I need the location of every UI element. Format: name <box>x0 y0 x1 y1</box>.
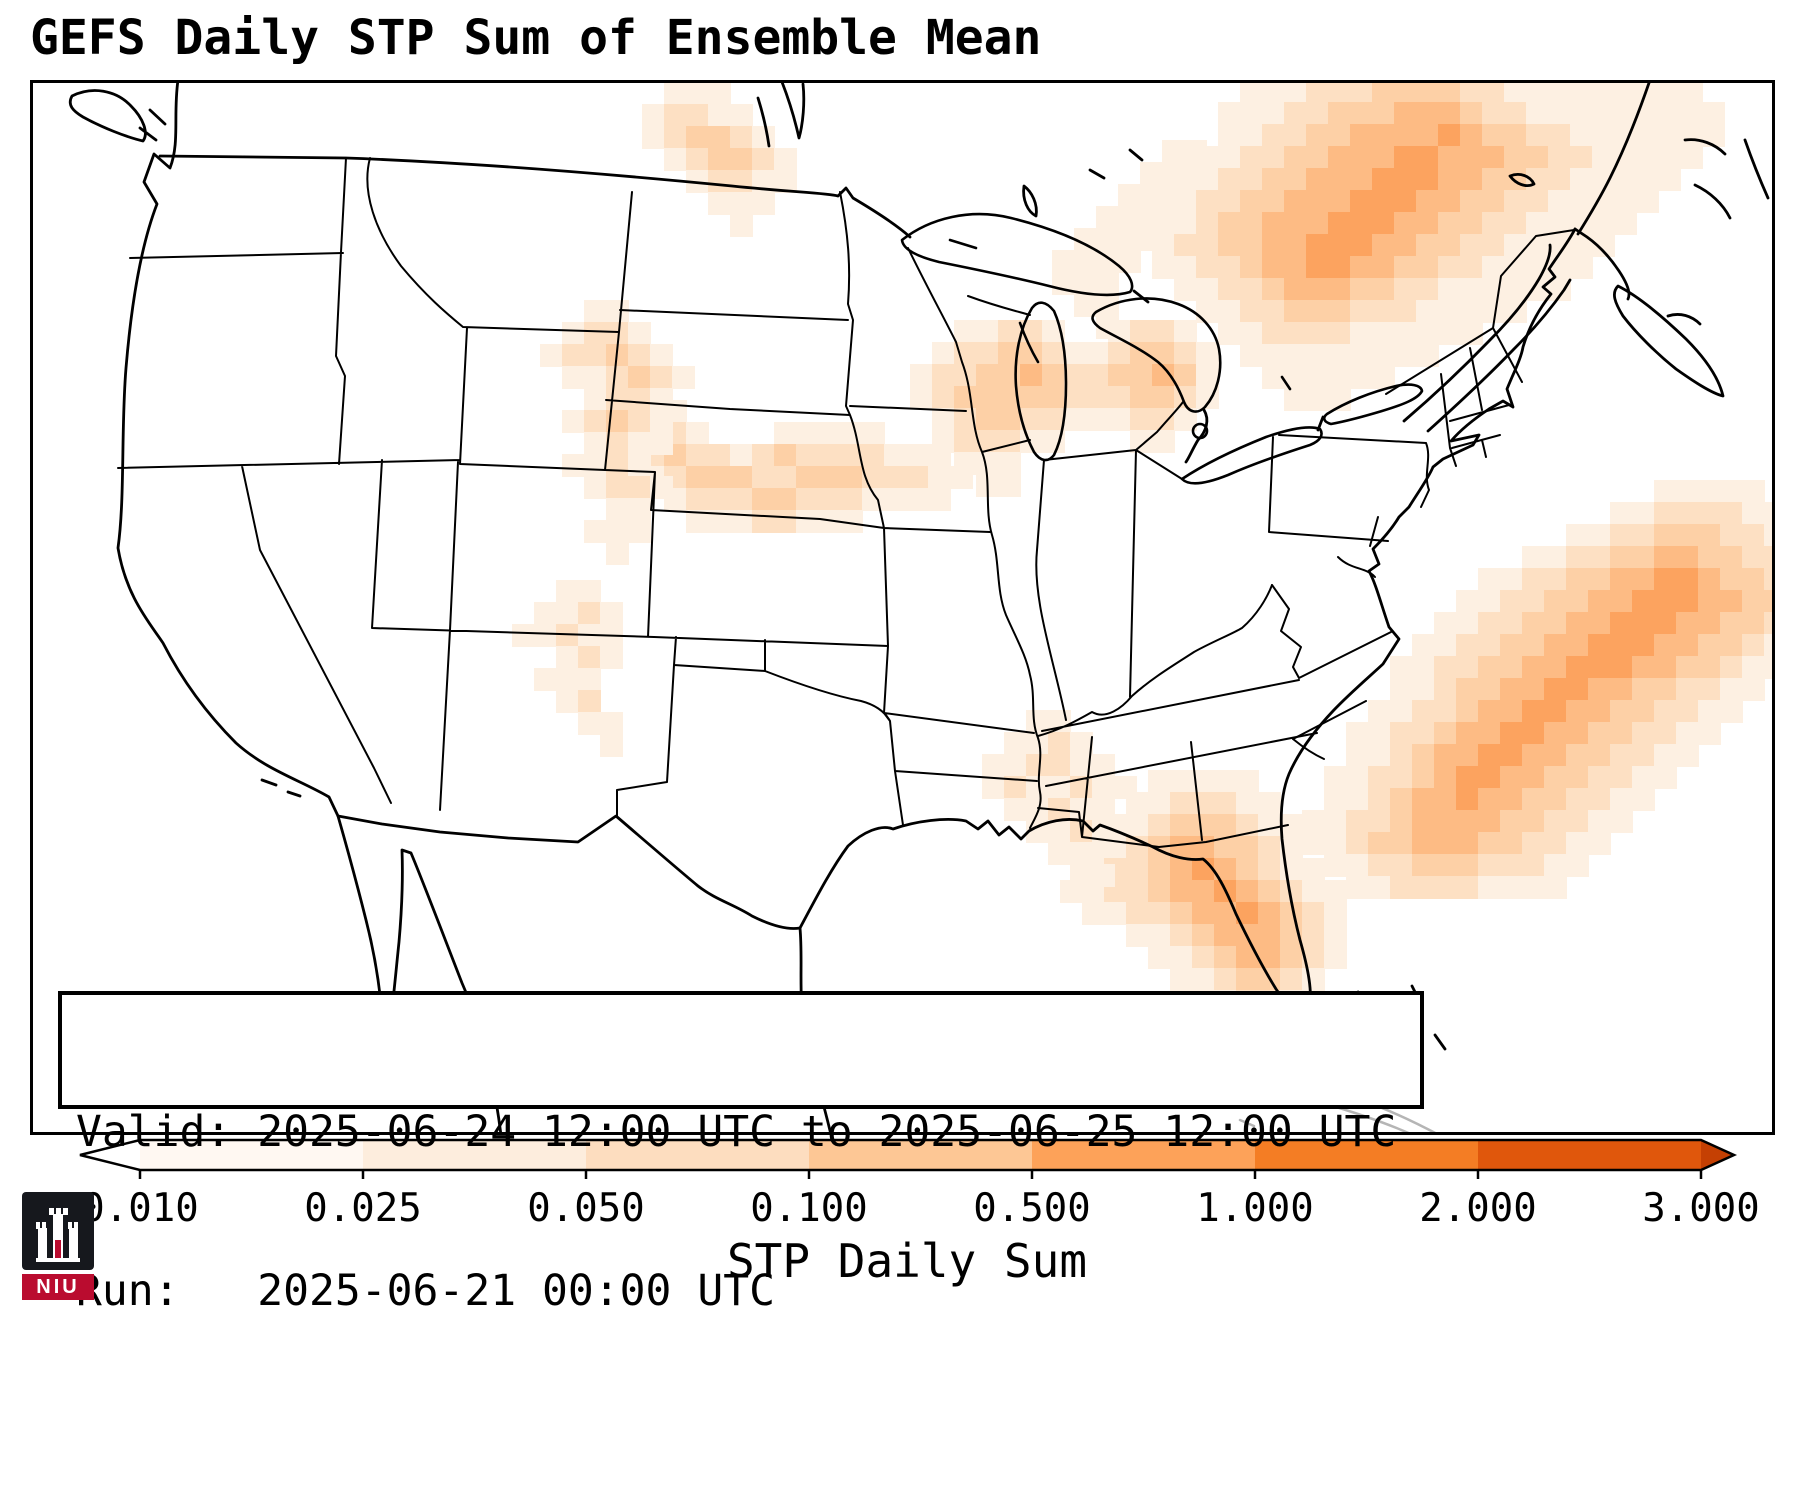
isle-royale <box>948 238 978 250</box>
vancouver-island <box>68 89 167 143</box>
canada-border-49 <box>158 154 912 239</box>
info-box: Valid: 2025-06-24 12:00 UTC to 2025-06-2… <box>58 991 1424 1316</box>
colorbar-tick-label: 0.050 <box>527 1186 645 1231</box>
colorbar-tick-label: 1.000 <box>1196 1186 1314 1231</box>
us-mexico-border <box>336 814 802 930</box>
niu-logo-banner: NIU <box>22 1274 94 1300</box>
lake-st-clair <box>1191 422 1209 440</box>
lake-michigan <box>1014 301 1068 462</box>
niu-logo: NIU <box>22 1192 94 1300</box>
sault-channel <box>1132 289 1150 304</box>
colorbar-tick-label: 0.100 <box>750 1186 868 1231</box>
lac-st-jean <box>1508 173 1536 187</box>
lake-ontario <box>1322 383 1424 426</box>
lake-winnipeg <box>756 80 806 148</box>
state-borders <box>117 157 1575 848</box>
castle-door <box>55 1240 61 1258</box>
lake-superior <box>900 212 1134 297</box>
map-canvas <box>30 80 1775 1135</box>
stp-shading-layer <box>512 80 1775 1035</box>
map-frame <box>30 80 1775 1135</box>
detroit-st-clair <box>1184 408 1209 464</box>
castle-icon <box>36 1208 80 1262</box>
gulf-st-lawrence-islands <box>1683 138 1770 220</box>
colorbar-tick-label: 0.010 <box>81 1186 199 1231</box>
st-lawrence-south <box>1402 243 1552 423</box>
green-bay <box>1018 321 1040 364</box>
st-lawrence-north <box>1426 278 1572 433</box>
great-lakes <box>900 212 1424 485</box>
colorbar-tick-label: 0.025 <box>304 1186 422 1231</box>
plot-title: GEFS Daily STP Sum of Ensemble Mean <box>30 10 1042 66</box>
lake-simcoe <box>1280 375 1292 391</box>
run-time-text: Run: 2025-06-21 00:00 UTC <box>76 1266 775 1316</box>
state-borders-east <box>1268 229 1575 760</box>
colorbar-tick-label: 2.000 <box>1419 1186 1537 1231</box>
lake-nipigon <box>1022 148 1144 218</box>
niu-logo-shield <box>22 1192 94 1270</box>
colorbar-tick-label: 0.500 <box>973 1186 1091 1231</box>
quebec-north-shore <box>1576 80 1652 236</box>
state-borders-west <box>117 157 1038 826</box>
lake-huron <box>1091 297 1222 413</box>
gulf-atlantic-coast <box>798 227 1577 1014</box>
colorbar-label: STP Daily Sum <box>726 1234 1088 1288</box>
state-borders-central <box>907 247 1318 848</box>
channel-islands <box>260 778 302 798</box>
colorbar <box>79 1138 1738 1179</box>
colorbar-tick-label: 3.000 <box>1642 1186 1760 1231</box>
prince-edward-island <box>1666 313 1702 326</box>
nova-scotia <box>1613 284 1725 398</box>
colorbar-tick-labels: 0.010 0.025 0.050 0.100 0.500 1.000 2.000 3.000 <box>0 1186 1803 1236</box>
pacific-coast <box>116 80 503 1135</box>
valid-time-text: Valid: 2025-06-24 12:00 UTC to 2025-06-2… <box>76 1107 1397 1157</box>
colorbar-body <box>79 1138 1738 1179</box>
